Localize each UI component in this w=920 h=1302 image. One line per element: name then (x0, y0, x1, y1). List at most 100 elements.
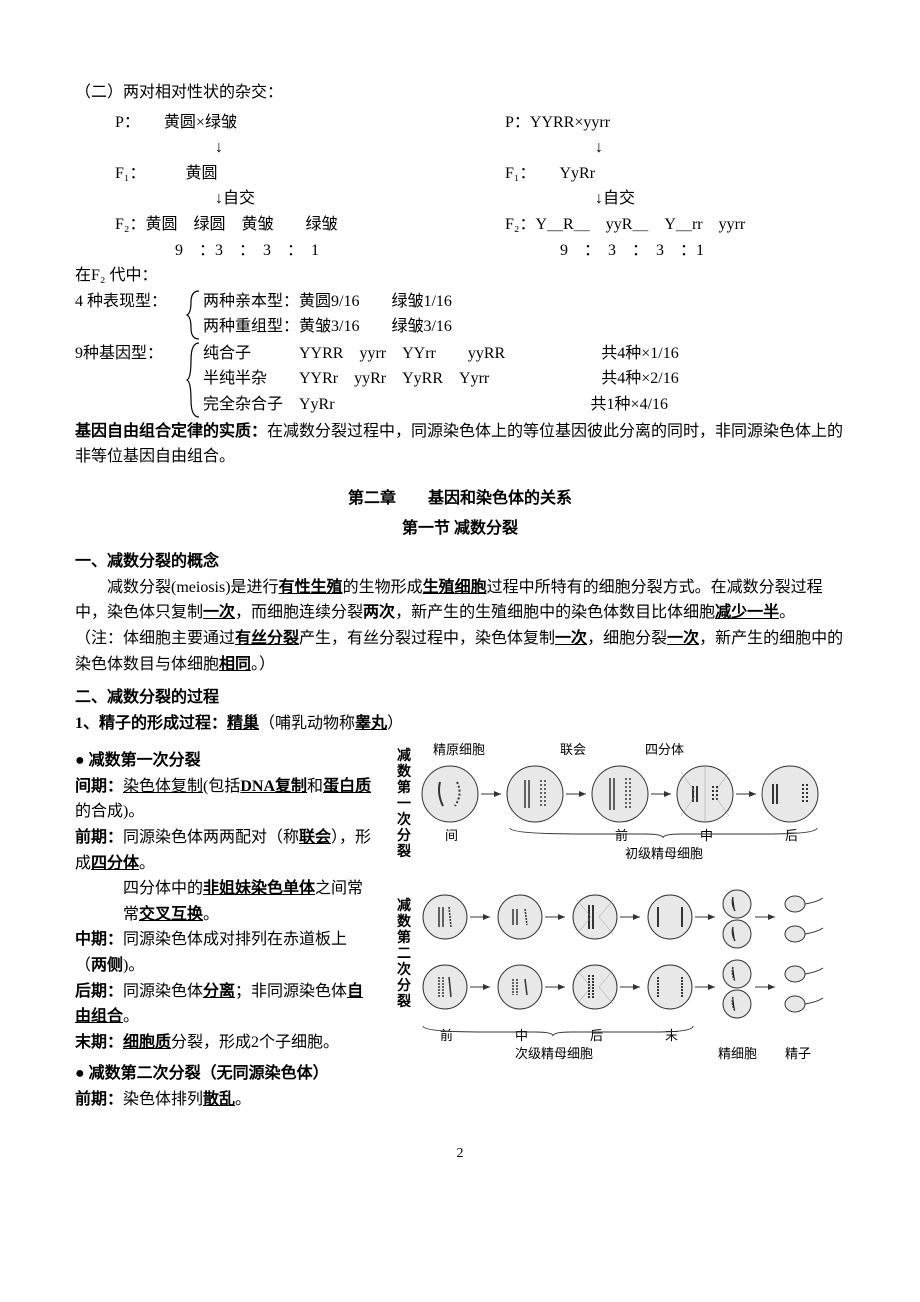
section-two-title: （二）两对相对性状的杂交： (75, 80, 845, 106)
heading-concept: 一、减数分裂的概念 (75, 549, 845, 575)
txt: 四分体 (91, 855, 139, 872)
txt: （注：体细胞主要通过 (75, 630, 235, 647)
f1-val-right: YyRr (560, 165, 596, 182)
p-label-left: P： (115, 114, 132, 131)
geno-line1: 纯合子 YYRR yyrr YYrr yyRR 共4种×1/16 (203, 341, 845, 367)
txt: 精巢 (227, 715, 259, 732)
pheno-line2: 两种重组型：黄皱3/16 绿皱3/16 (203, 314, 845, 340)
svg-text:中: 中 (515, 1028, 528, 1043)
svg-text:间: 间 (445, 828, 458, 843)
txt: 产生，有丝分裂过程中，染色体复制 (299, 630, 555, 647)
txt: 末期： (75, 1034, 123, 1051)
cell-tetrad (592, 766, 648, 822)
txt: ，新产生的生殖细胞中的染色体数目比体细胞 (395, 604, 715, 621)
txt: 。 (203, 906, 219, 923)
svg-text:次: 次 (397, 961, 411, 978)
cell-anaphase1 (762, 766, 818, 822)
txt: 同源染色体两两配对（称 (123, 829, 299, 846)
svg-text:裂: 裂 (396, 993, 411, 1010)
txt: 的生物形成 (343, 579, 423, 596)
cross-diagram-row: P： 黄圆×绿皱 ↓ F₁： 黄圆 ↓自交 F₂：黄圆 绿圆 黄皱 绿皱 9 ：… (75, 110, 845, 264)
txt: (包括 (203, 778, 240, 795)
cell-metaphase1 (677, 766, 733, 822)
txt: 减少一半 (715, 604, 779, 621)
pheno-line1: 两种亲本型：黄圆9/16 绿皱1/16 (203, 289, 845, 315)
svg-text:前: 前 (615, 828, 628, 843)
txt: 染色体排列 (123, 1091, 203, 1108)
p-label-right: P： (505, 114, 530, 131)
svg-text:分: 分 (397, 828, 411, 844)
brace-icon (185, 289, 203, 341)
txt: 散乱 (203, 1091, 235, 1108)
label-sperm: 精子 (785, 1046, 811, 1061)
svg-text:数: 数 (397, 763, 412, 780)
txt: )。 (123, 957, 144, 974)
txt: 一次 (555, 630, 587, 647)
chapter-title: 第二章 基因和染色体的关系 (75, 486, 845, 512)
p-cross-left: 黄圆×绿皱 (164, 114, 237, 131)
row2-top (423, 890, 823, 948)
txt: 前期： (75, 829, 123, 846)
geno-label: 9种基因型： (75, 341, 185, 419)
arrow2-right: ↓自交 (505, 186, 845, 212)
row2-bottom (423, 960, 823, 1018)
essence-para: 基因自由组合定律的实质：在减数分裂过程中，同源染色体上的等位基因彼此分离的同时，… (75, 419, 845, 470)
txt: 的合成)。 (75, 803, 144, 820)
page-number: 2 (75, 1143, 845, 1165)
arrow1-left: ↓ (115, 135, 455, 161)
txt: ；非同源染色体 (235, 983, 347, 1000)
arrow2-left: ↓自交 (115, 186, 455, 212)
txt: 四分体中的 (123, 880, 203, 897)
label-secondary: 次级精母细胞 (515, 1046, 593, 1061)
svg-text:末: 末 (665, 1028, 678, 1043)
txt: 减数第二次分裂（无同源染色体） (89, 1065, 329, 1082)
txt: 两侧 (91, 957, 123, 974)
meiosis-diagram: 减 数 第 一 次 分 裂 精原细胞 联会 四分体 (385, 742, 845, 1102)
label-primary: 初级精母细胞 (625, 846, 703, 861)
svg-text:第: 第 (397, 929, 411, 946)
label-tetrad: 四分体 (645, 742, 684, 757)
txt: 分裂，形成2个子细胞。 (171, 1034, 339, 1051)
txt: 。 (139, 855, 155, 872)
f1-label-right: F₁： (505, 165, 527, 182)
arrow1-right: ↓ (505, 135, 845, 161)
txt: 。 (779, 604, 795, 621)
txt: 有性生殖 (279, 579, 343, 596)
txt: 有丝分裂 (235, 630, 299, 647)
essence-label: 基因自由组合定律的实质： (75, 423, 267, 440)
txt: 两次 (363, 604, 395, 621)
txt: 。 (235, 1091, 251, 1108)
brace-icon (185, 341, 203, 419)
section-title: 第一节 减数分裂 (75, 516, 845, 542)
txt: ，而细胞连续分裂 (235, 604, 363, 621)
txt: 和 (307, 778, 323, 795)
txt: （哺乳动物称 (259, 715, 355, 732)
txt: 染色体复制 (123, 778, 203, 795)
svg-text:中: 中 (700, 828, 713, 843)
txt: 非姐妹染色单体 (203, 880, 315, 897)
cell-interphase (422, 766, 478, 822)
txt: 联会 (299, 829, 331, 846)
f2-vals-left: 黄圆 绿圆 黄皱 绿皱 (145, 216, 337, 233)
svg-text:次: 次 (397, 811, 411, 828)
f2-vals-right: Y＿R＿ yyR＿ Y＿rr yyrr (535, 216, 745, 233)
f1-val-left: 黄圆 (186, 165, 218, 182)
svg-text:后: 后 (785, 828, 798, 843)
f1-label-left: F₁： (115, 165, 137, 182)
svg-text:减: 减 (397, 897, 411, 914)
txt: ，细胞分裂 (587, 630, 667, 647)
concept-para: 减数分裂(meiosis)是进行有性生殖的生物形成生殖细胞过程中所特有的细胞分裂… (75, 575, 845, 626)
div1-label-char1: 减 (397, 747, 411, 764)
txt: 。） (251, 656, 275, 673)
txt: 蛋白质 (323, 778, 371, 795)
heading-process: 二、减数分裂的过程 (75, 685, 845, 711)
txt: 交叉互换 (139, 906, 203, 923)
txt: 1、精子的形成过程： (75, 715, 227, 732)
label-synapsis: 联会 (560, 742, 586, 757)
svg-text:裂: 裂 (396, 843, 411, 860)
txt: 睾丸 (355, 715, 387, 732)
txt: 后期： (75, 983, 123, 1000)
ratio-right: 9 ： 3 ： 3 ：1 (505, 238, 845, 264)
txt: 减数分裂(meiosis)是进行 (107, 579, 279, 596)
txt: 一次 (667, 630, 699, 647)
